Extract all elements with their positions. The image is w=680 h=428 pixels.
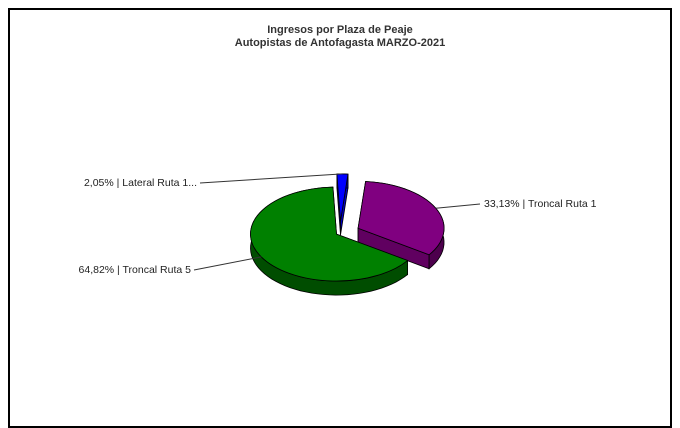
leader-line	[193, 256, 262, 271]
pie-slice-group	[357, 181, 445, 270]
leader-line	[435, 203, 481, 209]
slice-label: 64,82% | Troncal Ruta 5	[79, 264, 192, 276]
pie-slice	[357, 181, 445, 256]
chart-subtitle: Autopistas de Antofagasta MARZO-2021	[234, 37, 446, 49]
chart-title-block: Ingresos por Plaza de Peaje Autopistas d…	[10, 24, 670, 50]
chart-title: Ingresos por Plaza de Peaje	[267, 24, 413, 36]
slice-label: 2,05% | Lateral Ruta 1...	[84, 177, 197, 189]
pie-slice-group	[250, 186, 409, 296]
leader-line	[199, 173, 343, 184]
slice-label: 33,13% | Troncal Ruta 1	[484, 198, 597, 210]
pie-chart: 33,13% | Troncal Ruta 1 64,82% | Troncal …	[79, 173, 597, 296]
pie-slice-group	[336, 173, 349, 235]
pie-slice	[250, 186, 409, 282]
